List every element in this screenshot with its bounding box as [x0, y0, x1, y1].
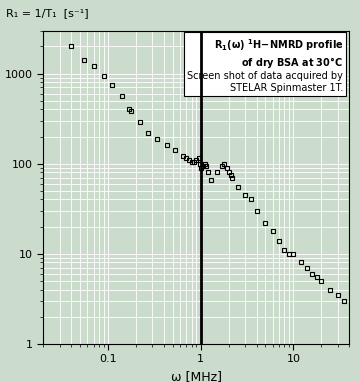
Text: $\mathbf{R_1(\omega)\ ^1H\!-\!NMRD\ profile}$
$\mathbf{of\ dry\ BSA\ at\ 30°C}$
: $\mathbf{R_1(\omega)\ ^1H\!-\!NMRD\ prof…	[187, 37, 343, 93]
Text: R₁ = 1/T₁  [s⁻¹]: R₁ = 1/T₁ [s⁻¹]	[6, 8, 89, 18]
X-axis label: ω [MHz]: ω [MHz]	[171, 370, 222, 382]
